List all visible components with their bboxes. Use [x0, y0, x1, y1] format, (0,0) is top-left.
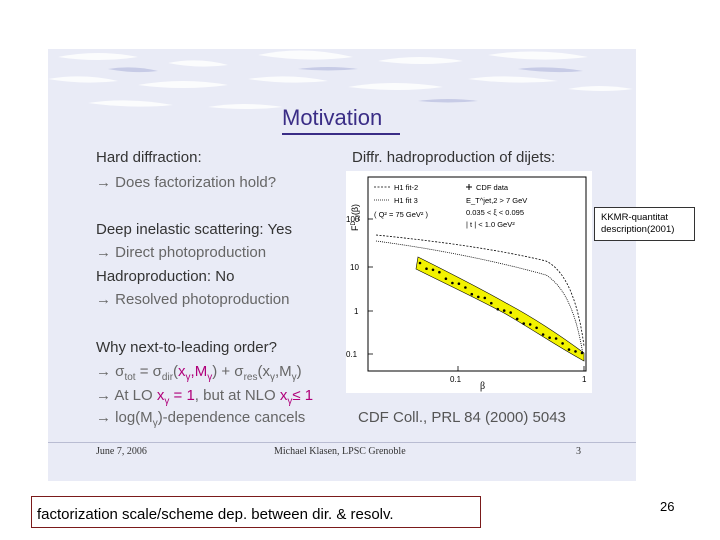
why-nlo-heading: Why next-to-leading order?: [96, 339, 277, 356]
factorization-question: → Does factorization hold?: [96, 174, 277, 191]
footer-author: Michael Klasen, LPSC Grenoble: [274, 446, 406, 457]
sigma-res-m-sub: γ: [291, 372, 297, 383]
legend-cdf-marker: [466, 184, 472, 190]
sigma-tot: → σ: [96, 363, 125, 380]
data-point: [528, 323, 532, 326]
data-point: [541, 333, 545, 336]
data-point: [502, 309, 506, 312]
ytick-0.1: 0.1: [346, 350, 358, 359]
plot-xlabel: β: [480, 381, 485, 392]
plot-ylabel: FDJJ(β): [350, 204, 362, 231]
log-sub: γ: [152, 418, 158, 429]
ytick-1: 1: [354, 307, 359, 316]
lo-mid: , but at NLO: [194, 387, 280, 404]
resolved-photoproduction: → Resolved photoproduction: [96, 291, 290, 308]
data-point: [457, 282, 461, 285]
data-point: [496, 307, 500, 311]
legend-fit2: H1 fit-2: [394, 183, 418, 192]
lo-nlo-line: → At LO xγ = 1, but at NLO xγ≤ 1: [96, 387, 313, 407]
page-number: 26: [660, 499, 675, 514]
ytick-10: 10: [350, 263, 359, 272]
log-prefix: → log(M: [96, 409, 153, 426]
plot-gridticks: [368, 218, 585, 371]
footer-page: 3: [576, 446, 581, 457]
nlo-x: x: [279, 387, 288, 404]
sigma-dir-x-sub: γ: [185, 372, 191, 383]
legend-fit3: H1 fit 3: [394, 196, 418, 205]
data-point: [535, 326, 538, 330]
data-point: [561, 342, 564, 345]
sigma-dir-m: ,M: [190, 363, 208, 380]
cdf-data-points: [418, 261, 584, 355]
direct-photoproduction: → Direct photoproduction: [96, 244, 267, 261]
lo-prefix: → At LO: [96, 387, 157, 404]
data-point: [470, 292, 474, 296]
data-point: [515, 317, 519, 321]
sigma-dir-sub: dir: [161, 372, 174, 383]
plot-background: [346, 171, 592, 393]
embedded-slide: Motivation Hard diffraction: → Does fact…: [48, 49, 636, 481]
nlo-eq: ≤ 1: [292, 387, 314, 404]
data-point: [522, 322, 525, 325]
plot-frame: [367, 176, 587, 372]
data-point: [464, 286, 467, 289]
slide-title: Motivation: [282, 105, 383, 130]
sigma-dir-close: ) + σ: [212, 363, 244, 380]
lo-x: x: [156, 387, 165, 404]
legend-cdf: CDF data: [476, 183, 509, 192]
sigma-res-x-sub: γ: [269, 372, 275, 383]
data-point: [483, 296, 487, 300]
legend-et: E_T^jet,2 > 7 GeV: [466, 196, 527, 205]
legend-t: | t | < 1.0 GeV²: [466, 220, 515, 229]
data-point: [490, 301, 493, 305]
lo-x-sub: γ: [164, 396, 170, 407]
sigma-equation: → σtot = σdir(xγ,Mγ) + σres(xγ,Mγ): [96, 363, 302, 383]
legend-xi: 0.035 < ξ < 0.095: [466, 208, 524, 217]
data-point: [554, 337, 558, 340]
hadroproduction-line: Hadroproduction: No: [96, 268, 235, 285]
title-underline: [282, 133, 400, 135]
right-heading: Diffr. hadroproduction of dijets:: [352, 149, 556, 166]
data-point: [438, 270, 441, 274]
h1-fit3-curve: [375, 240, 585, 362]
data-point: [444, 277, 448, 280]
sigma-res-close: ): [296, 363, 302, 380]
sigma-dir-m-sub: γ: [207, 372, 213, 383]
data-point: [477, 295, 480, 299]
data-point: [574, 350, 577, 353]
lo-eq: = 1: [169, 387, 195, 404]
data-point: [418, 261, 422, 265]
sigma-dir-open: (: [173, 363, 179, 380]
sigma-res-sub: res: [243, 372, 258, 383]
sigma-res-x: (x: [257, 363, 270, 380]
data-point: [451, 281, 454, 285]
ytick-100: 100: [346, 215, 360, 224]
hard-diffraction-heading: Hard diffraction:: [96, 149, 202, 166]
decorative-stripes: [48, 50, 633, 109]
dis-line: Deep inelastic scattering: Yes: [96, 221, 292, 238]
data-point: [580, 351, 584, 355]
caption-box: factorization scale/scheme dep. between …: [31, 496, 481, 528]
data-point: [548, 336, 551, 339]
xtick-1: 1: [582, 375, 587, 384]
log-suffix: )-dependence cancels: [157, 409, 306, 426]
diffractive-plot: FDJJ(β) 100 10 1 0.1 0.1 1 β H1 fit-2 H1…: [346, 171, 592, 393]
data-point: [567, 348, 571, 351]
data-point: [509, 311, 512, 314]
xtick-0.1: 0.1: [450, 375, 462, 384]
sigma-dir-x: x: [178, 363, 186, 380]
legend-q2: ( Q² = 75 GeV² ): [374, 210, 428, 219]
data-point: [431, 268, 435, 272]
footer-date: June 7, 2006: [96, 446, 147, 457]
h1-fit2-curve: [375, 234, 585, 347]
sigma-tot-sub: tot: [124, 372, 136, 383]
sigma-res-m: ,M: [274, 363, 292, 380]
reference: CDF Coll., PRL 84 (2000) 5043: [358, 409, 566, 426]
log-line: → log(Mγ)-dependence cancels: [96, 409, 305, 429]
kkmr-note: KKMR-quantitat description(2001): [594, 207, 695, 241]
sigma-eq: = σ: [135, 363, 162, 380]
footer-divider: [48, 442, 636, 443]
nlo-x-sub: γ: [287, 396, 293, 407]
data-point: [425, 267, 428, 270]
